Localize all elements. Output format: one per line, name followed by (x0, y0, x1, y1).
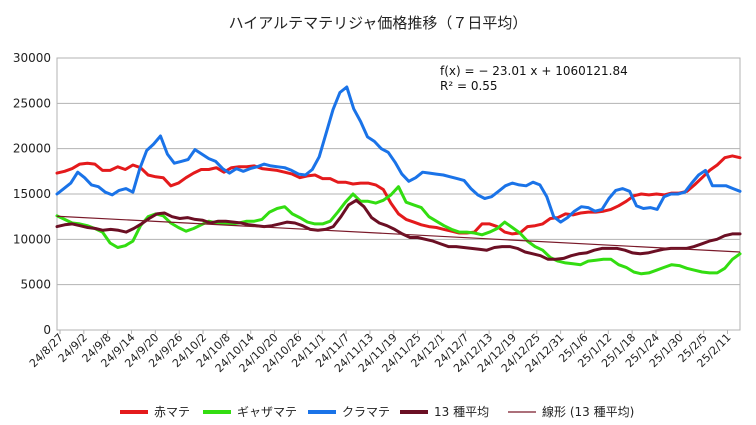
y-tick-label: 5000 (20, 278, 51, 292)
series-line-2 (55, 85, 742, 224)
legend-label-4: 線形 (13 種平均) (542, 404, 634, 419)
y-axis-ticks: 0 5000 10000 15000 20000 25000 30000 (13, 51, 51, 337)
series-line-0 (55, 154, 742, 236)
y-tick-label: 25000 (13, 96, 51, 110)
y-tick-label: 30000 (13, 51, 51, 65)
legend-label-0: 赤マテ (154, 405, 190, 419)
trendline-r-squared: R² = 0.55 (440, 79, 498, 93)
y-tick-label: 15000 (13, 187, 51, 201)
y-tick-label: 20000 (13, 142, 51, 156)
x-axis-ticks: 24/8/2724/9/224/9/824/9/1424/9/2024/9/26… (27, 330, 734, 375)
series-line-1 (55, 185, 742, 276)
trendline (56, 215, 741, 253)
chart-title: ハイアルテマテリジャ価格推移（７日平均） (229, 14, 528, 32)
legend-label-2: クラマテ (342, 405, 390, 419)
trendline-equation: f(x) = − 23.01 x + 1060121.84 (440, 64, 628, 78)
series-lines (55, 85, 742, 276)
legend-label-1: ギャザマテ (237, 405, 297, 419)
y-tick-label: 0 (43, 323, 51, 337)
y-tick-label: 10000 (13, 232, 51, 246)
legend: 赤マテ ギャザマテ クラマテ 13 種平均 線形 (13 種平均) (120, 404, 634, 419)
series-line-3 (55, 198, 742, 261)
legend-label-3: 13 種平均 (434, 405, 489, 419)
